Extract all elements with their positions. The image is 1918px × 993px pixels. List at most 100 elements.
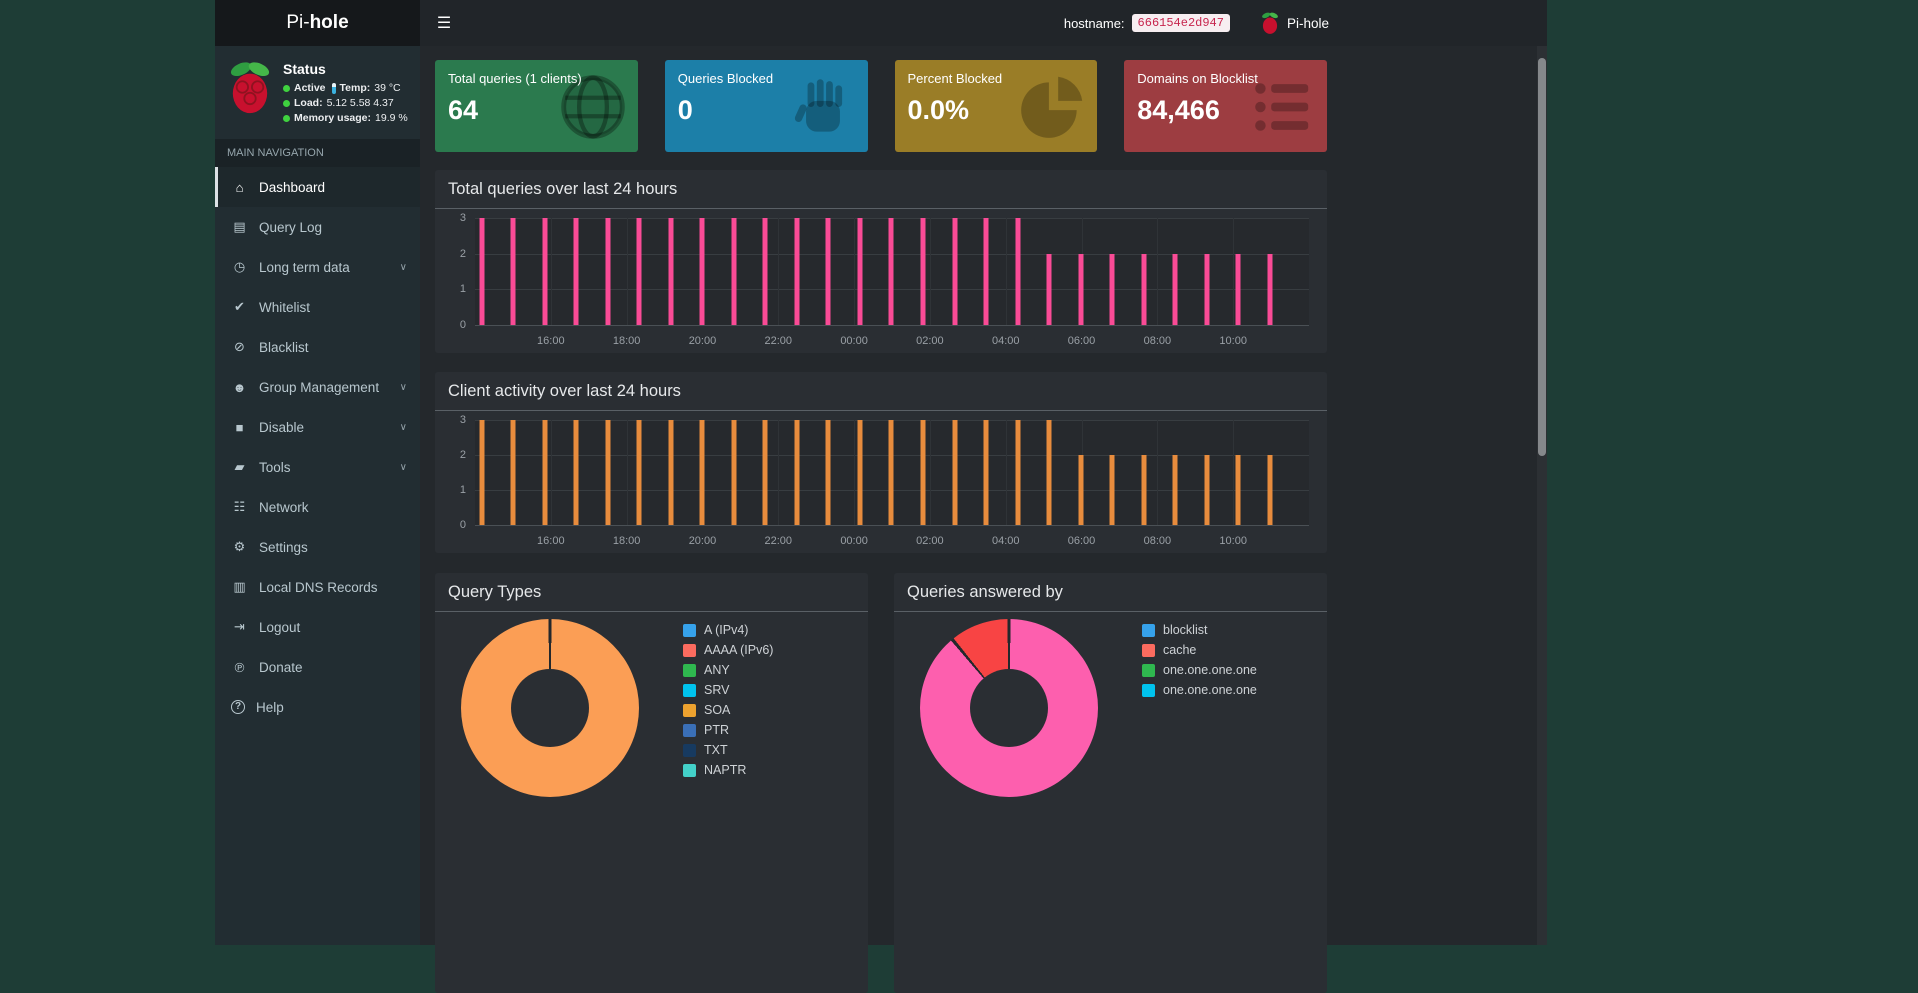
- x-tick-label: 16:00: [537, 335, 565, 347]
- sidebar-toggle-button[interactable]: ☰: [420, 0, 468, 46]
- x-tick-label: 18:00: [612, 535, 641, 547]
- bar: [857, 218, 863, 325]
- card-queries-blocked[interactable]: Queries Blocked 0: [664, 60, 868, 152]
- v-gridline: [929, 218, 931, 325]
- legend-label: PTR: [704, 723, 729, 737]
- v-gridline: [1005, 218, 1007, 325]
- brand-logo[interactable]: Pi-hole: [215, 0, 420, 46]
- bar: [668, 218, 674, 325]
- sidebar-item-settings[interactable]: ⚙ Settings: [215, 527, 420, 567]
- x-tick-label: 22:00: [764, 335, 793, 347]
- x-axis: 16:00 18:00 20:00 22:00 00:00 02:00 04:00 06:00…: [475, 329, 1309, 347]
- globe-icon: [560, 75, 625, 139]
- bar: [1172, 455, 1178, 525]
- scrollbar[interactable]: [1537, 46, 1547, 945]
- temp-value: 39 °C: [374, 82, 401, 94]
- memory-value: 19.9 %: [375, 112, 408, 124]
- x-tick-label: 04:00: [991, 335, 1020, 347]
- bar: [573, 218, 579, 325]
- bar: [605, 420, 611, 525]
- bar: [731, 420, 737, 525]
- card-percent-blocked[interactable]: Percent Blocked 0.0%: [894, 60, 1098, 152]
- legend-item-any[interactable]: ANY: [683, 663, 773, 677]
- y-tick-label: 1: [459, 283, 466, 296]
- y-tick-label: 1: [459, 483, 466, 496]
- v-gridline: [929, 420, 931, 525]
- v-gridline: [550, 218, 552, 325]
- client-activity-chart: 3 2 1 0 16:00 18:00 20:00 22:00 00:00 02:00 04:00 0…: [447, 414, 1315, 547]
- main-content: Total queries (1 clients) 64 Queries Block…: [420, 46, 1547, 993]
- bar: [699, 218, 705, 325]
- legend-item-one-one-one-one[interactable]: one.one.one.one: [1142, 663, 1257, 677]
- x-tick-label: 04:00: [991, 535, 1020, 547]
- brand-bold: hole: [309, 12, 349, 33]
- legend-item-a-ipv4[interactable]: A (IPv4): [683, 623, 773, 637]
- legend-item-blocklist[interactable]: blocklist: [1142, 623, 1257, 637]
- bar: [952, 218, 958, 325]
- card-value: 84,466: [1137, 95, 1220, 125]
- y-axis: 3 2 1 0: [447, 212, 469, 331]
- pihole-app: Pi-hole ☰ hostname: 666154e2d947 Pi-hole: [215, 0, 1547, 993]
- status-title: Status: [283, 61, 326, 77]
- sidebar-item-donate[interactable]: ℗ Donate: [215, 647, 420, 687]
- sidebar-item-query-log[interactable]: ▤ Query Log: [215, 207, 420, 247]
- legend-item-txt[interactable]: TXT: [683, 743, 773, 757]
- sidebar-item-help[interactable]: ? Help: [215, 687, 420, 727]
- y-tick-label: 0: [459, 519, 466, 531]
- sidebar-item-label: Blacklist: [259, 339, 309, 355]
- query-types-donut-chart: [461, 619, 639, 797]
- legend-chip-icon: [1142, 683, 1155, 697]
- queries-answered-legend: blocklist cache one.one.one.one one.one.one…: [1142, 623, 1257, 703]
- sidebar-item-local-dns-records[interactable]: ▥ Local DNS Records: [215, 567, 420, 607]
- sidebar-item-dashboard[interactable]: ⌂ Dashboard: [215, 167, 420, 207]
- sidebar-item-logout[interactable]: ⇥ Logout: [215, 607, 420, 647]
- card-domains-on-blocklist[interactable]: Domains on Blocklist 84,466: [1124, 60, 1327, 152]
- bar: [1235, 253, 1241, 325]
- sidebar-item-disable[interactable]: ■ Disable ∨: [215, 407, 420, 447]
- x-tick-label: 06:00: [1067, 335, 1096, 347]
- v-gridline: [550, 420, 552, 525]
- file-icon: ▤: [233, 219, 246, 234]
- legend-item-one-one-one-one[interactable]: one.one.one.one: [1142, 683, 1257, 697]
- users-icon: ☻: [232, 379, 247, 395]
- sidebar-item-group-management[interactable]: ☻ Group Management ∨: [215, 367, 420, 407]
- legend-label: blocklist: [1163, 623, 1208, 637]
- page: { "navbar": { "brand": { "prefix": "Pi-"…: [215, 0, 1547, 993]
- scrollbar-thumb[interactable]: [1538, 58, 1546, 456]
- chevron-down-icon: ∨: [399, 461, 407, 473]
- legend-item-soa[interactable]: SOA: [683, 703, 773, 717]
- v-gridline: [778, 420, 780, 525]
- sidebar-item-label: Help: [256, 699, 284, 715]
- clock-icon: ◷: [233, 259, 246, 274]
- bar: [1078, 455, 1084, 525]
- legend-item-ptr[interactable]: PTR: [683, 723, 773, 737]
- bar: [888, 420, 894, 525]
- sidebar-item-blacklist[interactable]: ⊘ Blacklist: [215, 327, 420, 367]
- bar: [731, 218, 737, 325]
- sidebar-item-label: Disable: [259, 419, 305, 435]
- legend-label: TXT: [704, 743, 728, 757]
- y-tick-label: 2: [459, 247, 466, 260]
- bar: [1204, 253, 1210, 325]
- sidebar-item-network[interactable]: ☷ Network: [215, 487, 420, 527]
- bar: [1046, 420, 1052, 525]
- card-title: Domains on Blocklist: [1137, 71, 1258, 86]
- legend-item-naptr[interactable]: NAPTR: [683, 763, 773, 777]
- bar: [857, 420, 863, 525]
- status-row-memory: Memory usage: 19.9 %: [283, 112, 410, 124]
- status-info: Status Active Temp: 39 °C Load: 5.12 5.5…: [283, 59, 410, 127]
- legend-item-aaaa-ipv6[interactable]: AAAA (IPv6): [683, 643, 773, 657]
- y-tick-label: 3: [459, 212, 466, 224]
- card-total-queries-1-clients[interactable]: Total queries (1 clients) 64: [435, 60, 638, 152]
- list-icon: [1255, 83, 1309, 131]
- sidebar-item-label: Whitelist: [259, 299, 311, 315]
- bar: [542, 218, 548, 325]
- sidebar-item-whitelist[interactable]: ✔ Whitelist: [215, 287, 420, 327]
- sidebar-item-tools[interactable]: ▰ Tools ∨: [215, 447, 420, 487]
- sidebar-item-long-term-data[interactable]: ◷ Long term data ∨: [215, 247, 420, 287]
- legend-chip-icon: [1142, 643, 1155, 657]
- sidebar-section-title: MAIN NAVIGATION: [215, 139, 420, 167]
- legend-item-srv[interactable]: SRV: [683, 683, 773, 697]
- legend-item-cache[interactable]: cache: [1142, 643, 1257, 657]
- x-tick-label: 22:00: [764, 535, 793, 547]
